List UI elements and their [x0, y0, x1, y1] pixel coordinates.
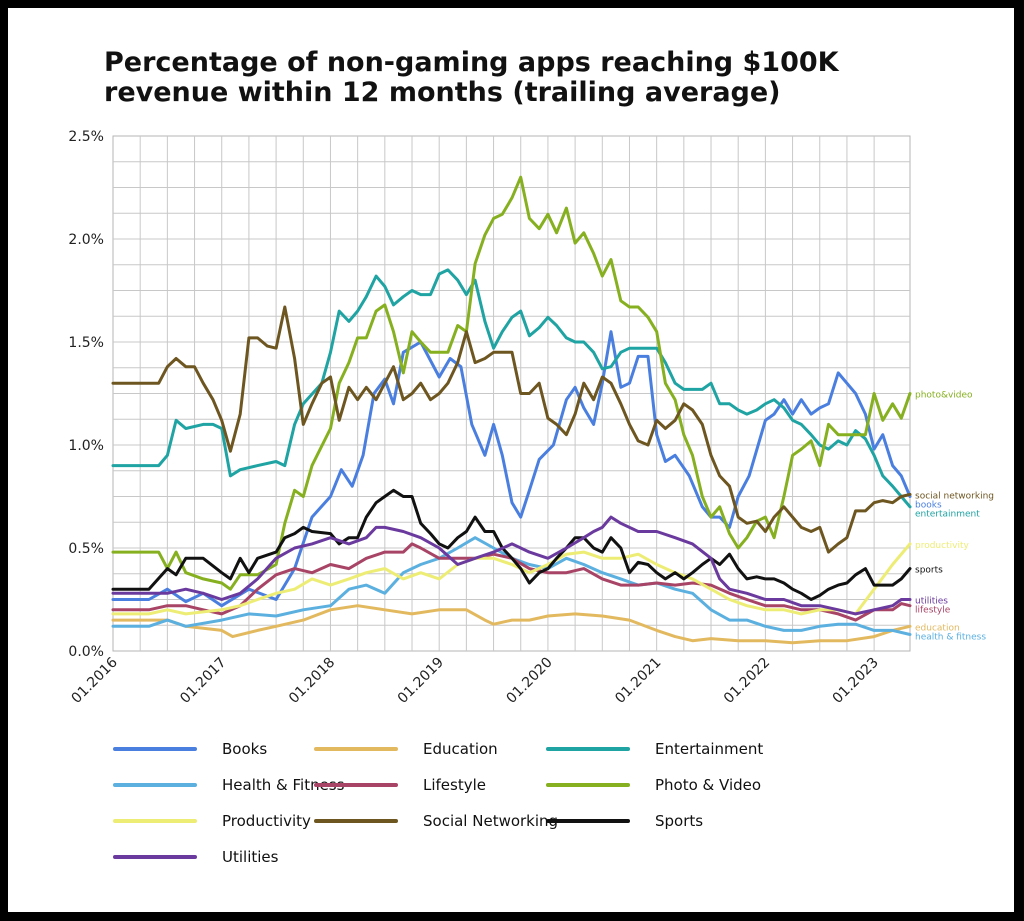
end-label-lifestyle: lifestyle	[915, 606, 951, 616]
legend-label: Lifestyle	[423, 776, 486, 794]
x-tick-label: 01.2017	[177, 655, 229, 707]
x-tick-label: 01.2018	[286, 655, 338, 707]
chart-card	[8, 8, 1014, 912]
end-label-photo-video: photo&video	[915, 391, 973, 401]
legend: Books Education Entertainment Health & Fitn…	[113, 740, 763, 866]
series-line-sports	[111, 488, 912, 601]
end-label-sports: sports	[915, 566, 943, 576]
x-tick-label: 01.2023	[830, 655, 882, 707]
series-line-photo-video	[111, 175, 912, 591]
y-axis-ticks: 0.0% 0.5% 1.0% 1.5% 2.0% 2.5%	[68, 129, 104, 660]
series-lines	[111, 175, 912, 645]
y-tick-label: 0.5%	[68, 541, 104, 557]
series-line-entertainment	[111, 268, 912, 509]
series-line-education	[111, 604, 912, 645]
end-label-health-fitness: health & fitness	[915, 632, 986, 642]
y-tick-label: 2.5%	[68, 129, 104, 145]
end-label-education: education	[915, 623, 960, 633]
chart-title-line-2: revenue within 12 months (trailing avera…	[104, 77, 781, 108]
legend-label: Productivity	[222, 812, 311, 830]
end-label-books: books	[915, 500, 942, 510]
series-end-labels: photo&video social networkingbooksenterta…	[915, 391, 994, 643]
series-line-books	[111, 330, 912, 608]
x-axis-ticks: 01.2016 01.2017 01.2018 01.2019 01.2020 01.20…	[69, 654, 882, 706]
grid	[112, 135, 911, 652]
legend-label: Utilities	[222, 848, 279, 866]
legend-label: Education	[423, 740, 498, 758]
y-tick-label: 2.0%	[68, 232, 104, 248]
series-line-social-networking	[111, 305, 912, 554]
legend-label: Social Networking	[423, 812, 558, 830]
end-label-social-networking: social networking	[915, 491, 994, 501]
series-line-lifestyle	[111, 542, 912, 622]
x-tick-label: 01.2020	[503, 655, 555, 707]
end-label-utilities: utilities	[915, 597, 948, 607]
legend-label: Photo & Video	[655, 776, 761, 794]
legend-label: Entertainment	[655, 740, 763, 758]
legend-label: Books	[222, 740, 267, 758]
x-tick-label: 01.2019	[395, 655, 447, 707]
y-tick-label: 0.0%	[68, 644, 104, 660]
x-tick-label: 01.2022	[721, 655, 773, 707]
y-tick-label: 1.5%	[68, 335, 104, 351]
chart-title-line-1: Percentage of non-gaming apps reaching $…	[104, 47, 839, 78]
series-line-productivity	[111, 542, 912, 616]
end-label-entertainment: entertainment	[915, 509, 980, 519]
series-line-utilities	[111, 515, 912, 616]
y-tick-label: 1.0%	[68, 438, 104, 454]
chart-title: Percentage of non-gaming apps reaching $…	[104, 48, 904, 108]
legend-label: Sports	[655, 812, 703, 830]
x-tick-label: 01.2021	[612, 655, 664, 707]
legend-label: Health & Fitness	[222, 776, 345, 794]
end-label-productivity: productivity	[915, 541, 969, 551]
x-tick-label: 01.2016	[69, 654, 121, 706]
